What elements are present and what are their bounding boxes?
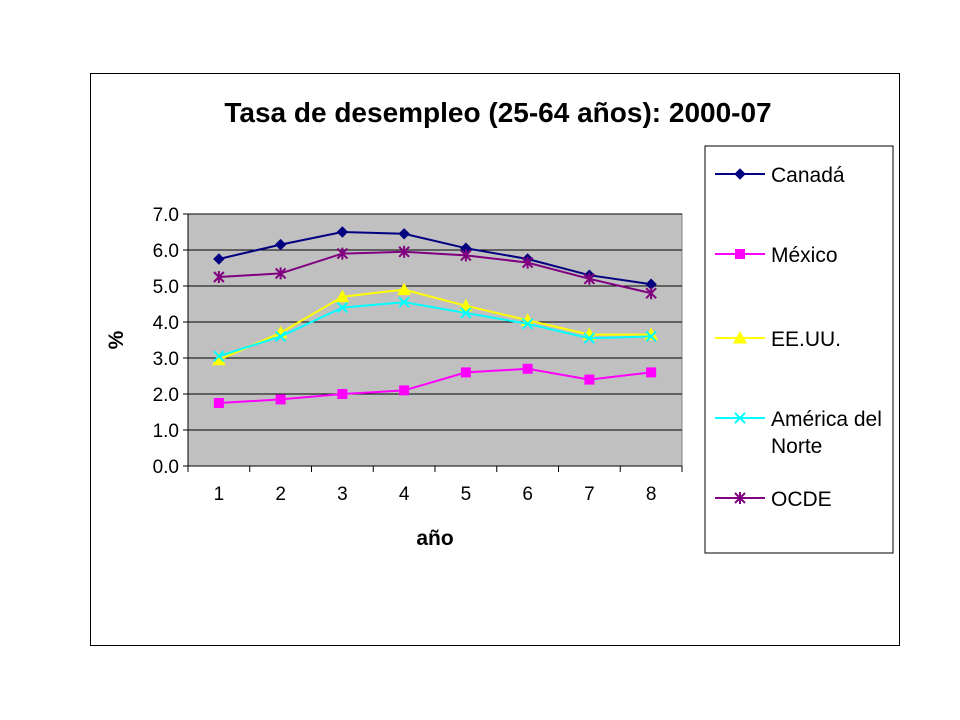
- series-america-del-norte: [213, 296, 657, 362]
- legend: Canadá México EE.UU. América del Norte OCDE: [715, 164, 882, 511]
- data-point: [645, 330, 657, 343]
- data-point: [460, 307, 472, 319]
- x-tick-label: 4: [399, 484, 410, 505]
- y-tick-label: 3.0: [153, 349, 179, 370]
- x-axis: 1 2 3 4 5 6 7 8: [187, 465, 683, 505]
- series-mexico: [213, 363, 657, 408]
- data-point: [521, 256, 534, 269]
- data-point: [274, 330, 287, 343]
- data-point: [583, 272, 596, 285]
- series-ee-uu: [212, 282, 658, 366]
- legend-label: Canadá: [771, 164, 845, 187]
- legend-box: [704, 145, 894, 554]
- gridlines: [188, 213, 682, 431]
- data-point: [460, 249, 472, 262]
- y-tick-label: 4.0: [153, 313, 179, 334]
- x-tick-label: 1: [214, 484, 225, 505]
- legend-label: México: [771, 244, 838, 267]
- legend-label: OCDE: [771, 488, 832, 511]
- data-point: [213, 253, 225, 265]
- series-line: [218, 230, 652, 286]
- data-point: [336, 226, 349, 238]
- data-point: [337, 389, 348, 399]
- y-tick-label: 2.0: [153, 385, 179, 406]
- legend-entry: América del Norte: [715, 408, 882, 458]
- legend-marker: [734, 168, 746, 180]
- y-tick-label: 5.0: [153, 277, 179, 298]
- data-point: [583, 332, 596, 344]
- x-tick-label: 7: [584, 484, 595, 505]
- chart-frame: Tasa de desempleo (25-64 años): 2000-07 …: [90, 73, 900, 646]
- data-point: [459, 298, 473, 312]
- data-point: [213, 350, 225, 362]
- data-point: [399, 385, 410, 396]
- x-tick-label: 3: [337, 484, 348, 505]
- line-chart: Tasa de desempleo (25-64 años): 2000-07 …: [105, 97, 894, 554]
- x-tick-label: 8: [646, 484, 657, 505]
- data-point: [336, 247, 349, 260]
- data-point: [584, 374, 595, 385]
- legend-marker: [734, 492, 746, 504]
- legend-entry: Canadá: [715, 164, 845, 187]
- y-axis-label: %: [105, 330, 128, 349]
- series-line: [218, 301, 652, 358]
- legend-entry: EE.UU.: [715, 328, 841, 351]
- data-point: [336, 301, 349, 314]
- chart-title: Tasa de desempleo (25-64 años): 2000-07: [224, 97, 771, 128]
- data-point: [398, 296, 410, 308]
- y-tick-label: 0.0: [153, 457, 179, 478]
- data-point: [521, 318, 534, 330]
- x-axis-label: año: [416, 527, 453, 550]
- legend-entry: México: [715, 244, 838, 267]
- data-point: [275, 394, 286, 405]
- series-line: [218, 288, 652, 361]
- y-tick-label: 1.0: [153, 421, 179, 442]
- y-axis: 0.0 1.0 2.0 3.0 4.0 5.0 6.0 7.0: [153, 205, 189, 478]
- y-tick-label: 6.0: [153, 241, 179, 262]
- series-line: [218, 367, 652, 404]
- legend-marker: [734, 412, 746, 424]
- legend-entry: OCDE: [715, 488, 832, 511]
- data-point: [274, 267, 287, 280]
- x-tick-label: 2: [275, 484, 286, 505]
- data-point: [397, 282, 411, 296]
- legend-label: Norte: [771, 435, 822, 458]
- series-layer: [212, 226, 658, 408]
- legend-marker: [735, 249, 745, 259]
- series-line: [218, 250, 652, 295]
- data-point: [398, 228, 410, 240]
- legend-label: América del: [771, 408, 882, 431]
- data-point: [213, 398, 224, 408]
- x-tick-label: 5: [461, 484, 472, 505]
- y-tick-label: 7.0: [153, 205, 179, 226]
- data-point: [335, 289, 350, 303]
- data-point: [274, 238, 287, 251]
- data-point: [645, 287, 657, 300]
- data-point: [398, 245, 410, 258]
- data-point: [522, 363, 533, 374]
- series-ocde: [213, 245, 657, 300]
- legend-label: EE.UU.: [771, 328, 841, 351]
- data-point: [646, 367, 657, 378]
- data-point: [213, 271, 225, 283]
- x-tick-label: 6: [522, 484, 533, 505]
- data-point: [460, 367, 471, 378]
- legend-marker: [733, 330, 747, 344]
